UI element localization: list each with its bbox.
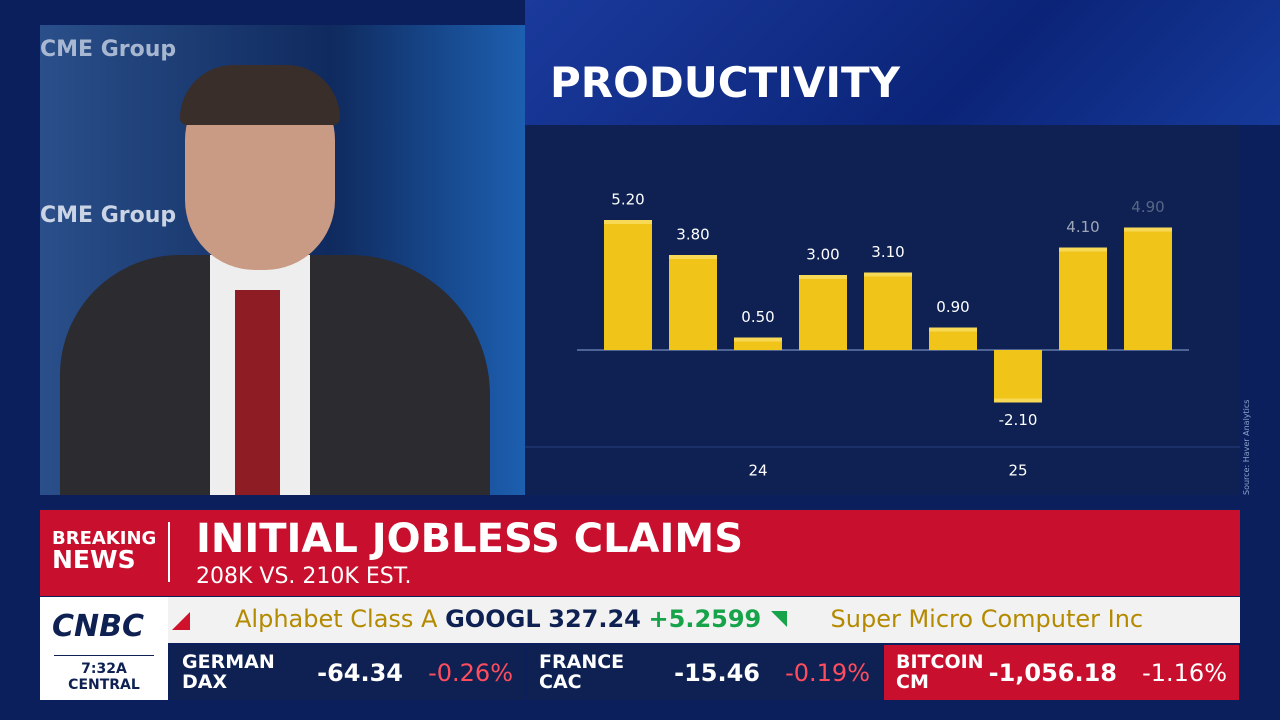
market-name: DAX: [182, 671, 228, 693]
separator: [168, 522, 170, 582]
bar-edge: [1124, 227, 1172, 232]
network-logo: CNBC: [52, 609, 145, 644]
tag-line: BREAKING: [52, 528, 157, 549]
x-tick-label: 25: [1008, 462, 1027, 480]
market-name: CM: [896, 671, 929, 693]
bar-edge: [929, 327, 977, 332]
market-value: -15.46: [674, 659, 760, 687]
market-value: -1,056.18: [988, 659, 1117, 687]
clock-zone: CENTRAL: [68, 677, 140, 693]
quote-price: 327.24: [548, 605, 641, 633]
market-name: GERMAN: [182, 651, 275, 673]
market-name: FRANCE: [539, 651, 625, 673]
value-label: 5.20: [611, 191, 644, 209]
bar: [799, 275, 847, 350]
bar: [864, 272, 912, 350]
bar: [929, 327, 977, 350]
value-label: 3.00: [806, 246, 839, 264]
presenter-tie: [235, 290, 280, 495]
market-change: -0.19%: [785, 659, 870, 687]
market-change: -1.16%: [1142, 659, 1227, 687]
source-note: Source: Haver Analytics: [1242, 399, 1251, 495]
bar: [1124, 227, 1172, 350]
value-label: 3.10: [871, 243, 904, 261]
chart: 5.20 3.80 0.50 24 3.00 3.10 0.90 -2.10 25 4.10 4.9…: [525, 125, 1240, 495]
bar-edge: [799, 275, 847, 279]
chart-title: PRODUCTIVITY: [550, 58, 901, 107]
bar: [604, 220, 652, 350]
up-arrow: [770, 611, 787, 627]
bar-edge: [734, 337, 782, 342]
video-feed: CME Group CME Group: [40, 25, 525, 495]
background-logo: CME Group: [40, 37, 177, 62]
tag-line: NEWS: [52, 545, 136, 574]
down-arrow: [172, 612, 190, 630]
market-name: BITCOIN: [896, 651, 984, 673]
value-label: 0.90: [936, 298, 969, 316]
headline: INITIAL JOBLESS CLAIMS: [196, 516, 744, 562]
quote: Alphabet Class A GOOGL 327.24 +5.2599 Su…: [235, 605, 1143, 633]
bar-edge: [864, 272, 912, 277]
market: BITCOIN CM -1,056.18 -1.16%: [884, 645, 1239, 700]
bar: [669, 255, 717, 350]
bar-edge: [669, 255, 717, 259]
network-box: CNBC 7:32A CENTRAL: [40, 597, 168, 700]
market: FRANCE CAC -15.46 -0.19%: [527, 645, 882, 700]
bar: [1059, 247, 1107, 350]
bar-edge: [994, 398, 1042, 403]
market-value: -64.34: [317, 659, 403, 687]
breaking-tag: BREAKING NEWS: [52, 528, 156, 573]
value-label: 4.90: [1131, 198, 1164, 216]
x-tick-label: 24: [748, 462, 767, 480]
value-label: -2.10: [999, 411, 1038, 429]
value-label: 0.50: [741, 308, 774, 326]
market-name: CAC: [539, 671, 582, 693]
quote-name: Alphabet Class A: [235, 605, 438, 633]
bar: [994, 350, 1042, 403]
value-label: 3.80: [676, 226, 709, 244]
value-label: 4.10: [1066, 218, 1099, 236]
market-change: -0.26%: [428, 659, 513, 687]
bar-edge: [1059, 247, 1107, 252]
breaking-banner: BREAKING NEWS INITIAL JOBLESS CLAIMS 208K…: [40, 510, 1240, 596]
ticker: Alphabet Class A GOOGL 327.24 +5.2599 Su…: [40, 597, 1240, 643]
clock-time: 7:32A: [81, 661, 127, 677]
backdrop: [525, 0, 1280, 125]
quote-symbol: GOOGL: [445, 605, 541, 633]
background-logo: CME Group: [40, 203, 177, 228]
subhead: 208K VS. 210K EST.: [196, 564, 412, 589]
presenter-hair: [180, 65, 340, 125]
market: GERMAN DAX -64.34 -0.26%: [170, 645, 525, 700]
clock: 7:32A CENTRAL: [40, 661, 168, 693]
markets: GERMAN DAX -64.34 -0.26% FRANCE CAC -15.46 -0.1…: [170, 645, 1240, 700]
quote-change: +5.2599: [648, 605, 762, 633]
bar-edge: [604, 220, 652, 224]
separator: [54, 655, 154, 656]
quote-name: Super Micro Computer Inc: [830, 605, 1144, 633]
